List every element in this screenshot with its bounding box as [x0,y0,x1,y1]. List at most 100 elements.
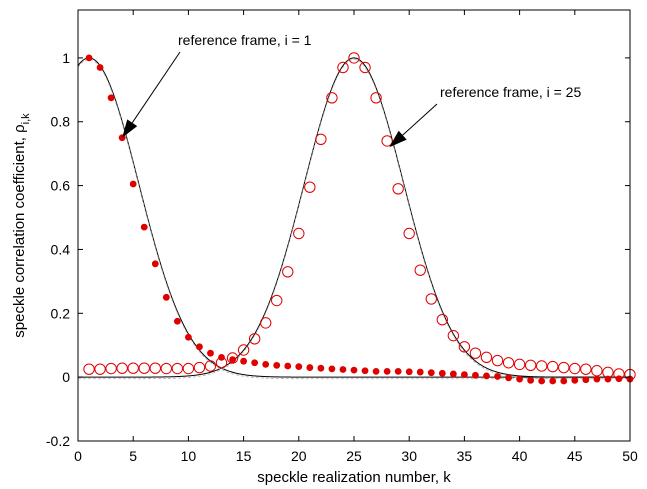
data-point-open [337,61,349,74]
data-point-filled [151,260,159,268]
data-point-open [513,358,526,371]
data-point-open [569,362,581,375]
data-point-open [226,352,239,364]
data-point-filled [538,377,546,385]
data-point-open [204,360,217,372]
fit-curve-2 [78,57,629,378]
annotation-text: reference frame, i = 25 [440,84,581,100]
data-point-open [193,361,206,374]
data-point-open [591,365,603,377]
data-point-filled [85,54,93,62]
data-point-filled [472,371,479,379]
data-point-filled [196,343,203,351]
data-point-filled [416,368,424,376]
data-point-open [282,266,294,278]
data-point-filled [273,361,281,369]
data-point-filled [140,223,148,231]
data-point-open [436,313,449,326]
data-point-open [480,351,493,364]
data-point-open [613,368,625,380]
y-axis-label-subscript: i,k [20,113,32,125]
data-point-filled [306,364,314,371]
data-point-open [425,293,437,305]
annotation-arrowhead [122,119,138,138]
data-point-filled [185,333,192,341]
x-axis-label: speckle realization number, k [257,469,451,486]
x-tick-label: 40 [512,448,528,464]
annotation-arrowhead [389,130,407,148]
data-point-open [414,264,426,276]
x-tick-label: 20 [291,448,307,464]
data-point-filled [173,317,181,325]
y-tick-label: 0.4 [51,241,71,257]
data-point-filled [560,377,568,385]
data-point-open [392,183,404,195]
dashed-curves [77,59,629,380]
data-point-filled [505,374,512,382]
data-point-filled [129,180,137,188]
x-tick-label: 45 [567,448,583,464]
data-point-open [447,329,460,342]
data-point-open [83,363,95,375]
data-point-filled [461,371,468,378]
annotations: reference frame, i = 1 reference frame, … [122,32,581,148]
data-point-open [348,52,360,64]
data-point-open [271,294,283,307]
data-point-filled [582,376,590,384]
data-point-open [149,362,161,374]
data-point-filled [229,356,236,363]
y-tick-label: 0.2 [51,305,71,321]
data-point-open [138,362,150,374]
data-point-filled [251,359,259,367]
data-point-open [105,362,117,375]
data-point-open [304,181,316,193]
data-point-filled [350,366,358,374]
y-ticks: -0.2 0 0.2 0.4 0.6 0.8 1 [46,50,630,449]
data-point-open [458,341,471,353]
data-point-open [248,333,261,345]
annotation-text: reference frame, i = 1 [178,32,312,48]
data-point-open [381,135,393,147]
x-tick-label: 15 [236,448,252,464]
data-point-open [359,61,371,74]
data-point-open [403,227,415,240]
y-tick-label: 0.8 [51,114,71,130]
data-point-filled [494,373,501,380]
x-tick-label: 0 [74,448,82,464]
data-point-filled [317,364,325,372]
data-point-open [491,354,504,367]
series-1 [85,54,634,385]
data-point-filled [449,370,457,378]
data-point-filled [549,377,557,385]
x-ticks: 0 5 10 15 20 25 30 35 40 45 50 [74,10,638,464]
x-tick-label: 5 [129,448,137,464]
data-point-filled [427,369,435,377]
data-point-open [116,362,128,374]
data-point-filled [394,368,402,375]
y-tick-label: 0.6 [51,178,71,194]
data-point-open [524,359,537,372]
data-point-filled [438,369,446,377]
data-point-filled [383,368,391,375]
y-tick-label: -0.2 [46,433,70,449]
data-point-open [326,92,338,104]
data-point-filled [361,367,369,375]
y-axis-label-main: speckle correlation coefficient, ρ [11,124,28,337]
data-point-filled [405,368,413,376]
data-point-filled [328,365,336,373]
x-tick-label: 30 [401,448,417,464]
fit-curves [77,57,629,378]
annotation-arrow-line [131,51,181,124]
series-2 [83,52,636,381]
data-point-filled [295,363,303,371]
data-point-filled [240,357,248,365]
data-point-open [94,363,106,375]
annotation-reference-frame-1: reference frame, i = 1 [122,32,312,138]
data-point-open [315,133,327,146]
data-point-open [535,360,548,372]
data-point-open [502,357,515,369]
data-point-open [182,362,195,375]
data-point-filled [571,376,579,384]
